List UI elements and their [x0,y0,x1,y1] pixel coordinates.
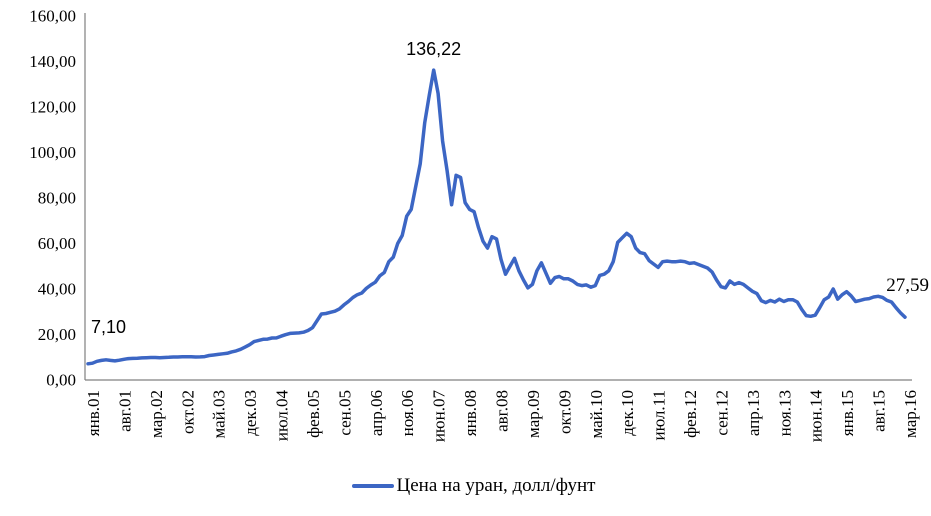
x-axis-tick-label: авг.01 [115,390,134,432]
y-axis-tick-label: 160,00 [29,7,76,26]
x-axis-tick-label: янв.08 [461,390,480,436]
x-axis-tick-label: июл.04 [273,390,292,442]
annotation-end-value: 27,59 [886,275,929,296]
y-axis-tick-label: 80,00 [38,189,76,208]
x-axis-tick-label: окт.09 [555,390,574,434]
legend-label: Цена на уран, долл/фунт [396,475,596,496]
x-axis-tick-label: апр.06 [367,390,386,436]
x-axis-tick-label: ноя.13 [775,390,794,436]
x-axis-tick-label: июн.07 [430,390,449,443]
y-axis-tick-label: 60,00 [38,234,76,253]
x-axis-tick-label: авг.15 [870,390,889,432]
x-axis-tick-label: июл.11 [650,390,669,440]
x-axis-tick-label: мар.16 [901,390,920,438]
x-axis-tick-label: фев.05 [304,390,323,438]
x-axis-tick-label: апр.13 [744,390,763,436]
x-axis-tick-label: янв.15 [838,390,857,436]
x-axis-tick-label: мар.09 [524,390,543,438]
x-axis-tick-label: сен.05 [335,390,354,436]
legend-line-swatch [351,484,394,488]
annotation-start-value: 7,10 [91,317,126,337]
y-axis-tick-label: 120,00 [29,98,76,117]
x-axis-tick-label: дек.10 [618,390,637,436]
x-axis-tick-label: сен.12 [712,390,731,436]
x-axis-tick-label: мар.02 [147,390,166,438]
x-axis-tick-label: май.10 [587,390,606,439]
y-axis-tick-label: 0,00 [46,371,76,390]
y-axis-tick-label: 100,00 [29,143,76,162]
x-axis-tick-label: янв.01 [84,390,103,436]
y-axis-tick-label: 40,00 [38,280,76,299]
price-line [86,68,907,366]
annotation-peak-value: 136,22 [406,39,461,59]
legend: Цена на уран, долл/фунт [8,475,931,497]
y-axis-tick-label: 20,00 [38,325,76,344]
y-axis-tick-label: 140,00 [29,52,76,71]
x-axis-tick-label: ноя.06 [398,390,417,436]
x-axis-tick-label: июн.14 [807,390,826,443]
x-axis-tick-label: дек.03 [241,390,260,436]
x-axis-tick-label: авг.08 [493,390,512,432]
x-axis-tick-label: окт.02 [178,390,197,434]
x-axis-tick-label: фев.12 [681,390,700,438]
x-axis-tick-label: май.03 [210,390,229,439]
